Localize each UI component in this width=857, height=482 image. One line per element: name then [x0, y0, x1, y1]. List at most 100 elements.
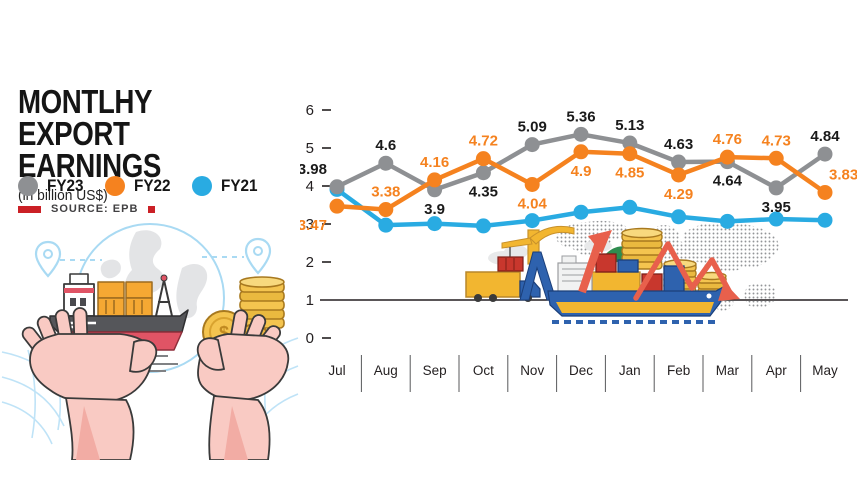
x-axis-month-label: Oct: [473, 363, 494, 378]
data-point-FY22-Apr: [768, 150, 784, 166]
globe-continent: [100, 259, 121, 279]
data-point-FY23-Jul: [329, 179, 345, 195]
legend-item-fy21: FY21: [192, 176, 279, 196]
data-point-FY21-May: [817, 212, 833, 228]
data-label-FY22-Jul: 3.47: [300, 217, 327, 234]
source-label: SOURCE: EPB: [51, 203, 139, 215]
data-point-FY22-Jan: [622, 146, 638, 162]
data-point-FY21-Aug: [378, 217, 394, 233]
port-illustration: [465, 220, 779, 324]
title-line-1: MONTLHY EXPORT: [18, 83, 152, 152]
x-axis-month-label: Apr: [766, 363, 788, 378]
data-label-FY23-Jul: 3.98: [300, 161, 327, 178]
data-point-FY21-Dec: [573, 204, 589, 220]
data-point-FY23-Oct: [475, 165, 491, 181]
data-point-FY23-Jan: [622, 135, 638, 151]
header-block: MONTLHY EXPORT EARNINGS (in billion US$): [18, 83, 303, 204]
data-point-FY22-Feb: [671, 167, 687, 183]
data-point-FY22-Sep: [427, 172, 443, 188]
globe-continent: [176, 263, 208, 318]
data-point-FY22-Dec: [573, 144, 589, 160]
location-pin-icon: [34, 240, 62, 278]
left-hand: [21, 307, 158, 460]
x-axis-month-label: Dec: [569, 363, 593, 378]
y-axis-tick-label: 0: [306, 330, 314, 347]
x-axis-month-label: Nov: [520, 363, 544, 378]
data-point-FY22-Mar: [719, 149, 735, 165]
fy23-swatch-icon: [18, 176, 38, 196]
data-point-FY22-Jul: [329, 198, 345, 214]
y-axis-tick-label: 2: [306, 254, 314, 271]
data-label-FY22-Feb: 4.29: [664, 186, 693, 203]
data-point-FY21-Feb: [671, 209, 687, 225]
x-axis-month-label: May: [812, 363, 838, 378]
y-axis-tick-label: 1: [306, 292, 314, 309]
x-axis-month-label: Aug: [374, 363, 398, 378]
data-label-FY23-Aug: 4.6: [375, 137, 396, 154]
data-point-FY23-Aug: [378, 155, 394, 171]
title-line-2: EARNINGS: [18, 147, 161, 184]
data-point-FY22-Oct: [475, 151, 491, 167]
source-square-icon: [148, 205, 156, 213]
data-point-FY23-Dec: [573, 126, 589, 142]
data-label-FY23-Oct: 4.35: [469, 184, 498, 201]
series-layer: 3.98 4.6 3.9 4.35 5.09 5.36 5.13 4.63 4.64 3.95 4.…: [300, 108, 857, 234]
data-label-FY22-Jan: 4.85: [615, 165, 644, 182]
data-label-FY23-Dec: 5.36: [566, 108, 595, 125]
ship-containers: [97, 281, 153, 317]
data-label-FY23-Mar: 4.64: [713, 173, 743, 190]
source-bar-icon: [18, 205, 41, 213]
data-label-FY23-Sep: 3.9: [424, 201, 445, 218]
data-label-FY23-Feb: 4.63: [664, 136, 693, 153]
growth-arrow-up-icon: [578, 230, 612, 294]
data-point-FY21-Nov: [524, 213, 540, 229]
source-row: SOURCE: EPB: [18, 203, 156, 215]
x-axis-month-label: Mar: [716, 363, 740, 378]
legend-label-fy22: FY22: [134, 176, 171, 195]
y-axis-tick-label: 3: [306, 216, 314, 233]
data-point-FY21-Oct: [475, 218, 491, 234]
series-line-FY22: [336, 149, 827, 212]
data-point-FY23-Feb: [671, 154, 687, 170]
y-axis-tick-label: 4: [306, 178, 314, 195]
cargo-ship: [547, 284, 726, 324]
location-pin-icon: [244, 237, 272, 275]
data-point-FY21-Apr: [768, 211, 784, 227]
data-label-FY22-Mar: 4.76: [713, 131, 742, 148]
axis-layer: 6 5 4 3 2 1 0 Jul Aug Sep Oct Nov Dec Jan Feb Mar Apr May: [306, 102, 848, 392]
decline-zigzag-icon: [633, 241, 740, 301]
data-label-FY22-Dec: 4.9: [571, 163, 592, 180]
data-label-FY22-Apr: 4.73: [762, 132, 791, 149]
data-point-FY23-Nov: [524, 137, 540, 153]
harbor-crane: [497, 225, 575, 301]
deck-containers: [591, 253, 685, 293]
legend-label-fy23: FY23: [47, 176, 84, 195]
data-point-FY22-May: [817, 184, 833, 200]
data-label-FY23-Nov: 5.09: [518, 119, 547, 136]
data-point-FY22-Nov: [524, 176, 540, 192]
data-label-FY22-Nov: 4.04: [518, 195, 548, 212]
fy22-swatch-icon: [105, 176, 125, 196]
data-label-FY22-Oct: 4.72: [469, 133, 498, 150]
page-title: MONTLHY EXPORT EARNINGS: [18, 83, 257, 184]
svg-text:$: $: [219, 323, 229, 343]
x-axis-month-label: Jul: [328, 363, 345, 378]
y-axis-tick-label: 5: [306, 140, 314, 157]
data-point-FY21-Jan: [622, 199, 638, 215]
chart-legend: FY23 FY22 FY21: [18, 176, 279, 196]
export-line-chart: 6 5 4 3 2 1 0 Jul Aug Sep Oct Nov Dec Jan Feb Mar Apr May: [300, 102, 857, 392]
legend-label-fy21: FY21: [221, 176, 258, 195]
data-label-FY23-Apr: 3.95: [762, 199, 791, 216]
data-label-FY22-May: 3.83: [829, 166, 857, 183]
x-axis-month-label: Sep: [423, 363, 447, 378]
y-axis-tick-label: 6: [306, 102, 314, 119]
fy21-swatch-icon: [192, 176, 212, 196]
hands-globe-illustration: $ $: [1, 223, 299, 460]
legend-item-fy22: FY22: [105, 176, 192, 196]
page-subtitle: (in billion US$): [18, 187, 108, 204]
right-hand: [196, 309, 290, 460]
data-label-FY23-Jan: 5.13: [615, 117, 644, 134]
data-point-FY23-May: [817, 146, 833, 162]
coin-stack: [239, 276, 285, 329]
